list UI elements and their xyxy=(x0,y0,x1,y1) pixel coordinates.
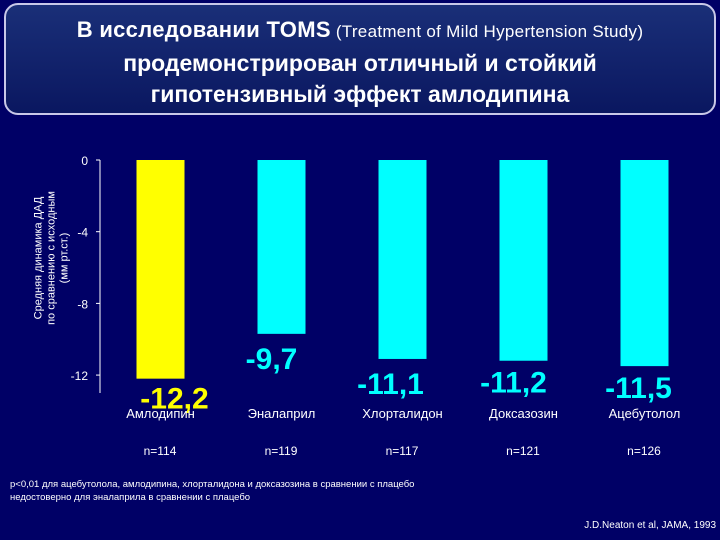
footnote-line-2: недостоверно для эналаприла в сравнении … xyxy=(10,492,251,503)
n-label-doxazosin: n=121 xyxy=(506,444,540,458)
source-citation: J.D.Neaton et al, JAMA, 1993 xyxy=(584,520,716,531)
category-label-2: Эналаприл xyxy=(248,406,316,421)
title-line-1-sub: (Treatment of Mild Hypertension Study) xyxy=(330,22,644,41)
category-label-3: Хлорталидон xyxy=(362,406,442,421)
n-label-amlodipine: n=114 xyxy=(143,444,177,458)
bar-2 xyxy=(257,160,306,334)
y-tick-label: -4 xyxy=(77,226,88,240)
footnote: p<0,01 для ацебутолола, амлодипина, хлор… xyxy=(10,478,414,504)
title-line-1: В исследовании TOMS (Treatment of Mild H… xyxy=(6,17,714,43)
y-tick-label: -12 xyxy=(71,369,89,383)
title-line-2: продемонстрирован отличный и стойкий xyxy=(123,50,597,76)
title-line-3: гипотензивный эффект амлодипина xyxy=(150,81,570,107)
bar-value-label-1: -12,2 xyxy=(140,383,208,416)
bar-value-label-2: -9,7 xyxy=(246,343,298,376)
n-label-acebutolol: n=126 xyxy=(627,444,661,458)
n-label-enalapril: n=119 xyxy=(264,444,298,458)
y-tick-label: -8 xyxy=(77,297,88,311)
category-label-1: Амлодипин xyxy=(126,406,195,421)
title-box: В исследовании TOMS (Treatment of Mild H… xyxy=(4,3,716,115)
n-label-chlorthalidone: n=117 xyxy=(385,444,419,458)
bar-value-label-4: -11,2 xyxy=(480,367,547,400)
footnote-line-1: p<0,01 для ацебутолола, амлодипина, хлор… xyxy=(10,479,415,490)
category-label-4: Доксазозин xyxy=(489,406,558,421)
bar-4 xyxy=(499,160,548,361)
bar-5 xyxy=(620,160,669,367)
title-line-1-bold: В исследовании TOMS xyxy=(76,17,331,42)
category-label-5: Ацебутолол xyxy=(609,406,681,421)
bar-value-label-5: -11,5 xyxy=(605,372,672,405)
bar-value-label-3: -11,1 xyxy=(357,368,424,401)
bar-1 xyxy=(136,160,185,379)
y-tick-label: 0 xyxy=(81,154,88,168)
bar-3 xyxy=(378,160,427,359)
